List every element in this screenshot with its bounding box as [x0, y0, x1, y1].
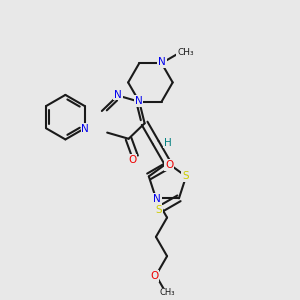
Text: O: O: [165, 160, 173, 170]
Text: N: N: [114, 90, 122, 100]
Text: S: S: [155, 206, 162, 215]
Text: CH₃: CH₃: [159, 288, 175, 297]
Text: S: S: [182, 171, 188, 181]
Text: N: N: [135, 96, 142, 106]
Text: O: O: [128, 154, 136, 164]
Text: N: N: [158, 57, 166, 67]
Text: N: N: [153, 194, 161, 204]
Text: N: N: [81, 124, 89, 134]
Text: CH₃: CH₃: [177, 48, 194, 57]
Text: H: H: [164, 138, 172, 148]
Text: O: O: [150, 271, 159, 281]
